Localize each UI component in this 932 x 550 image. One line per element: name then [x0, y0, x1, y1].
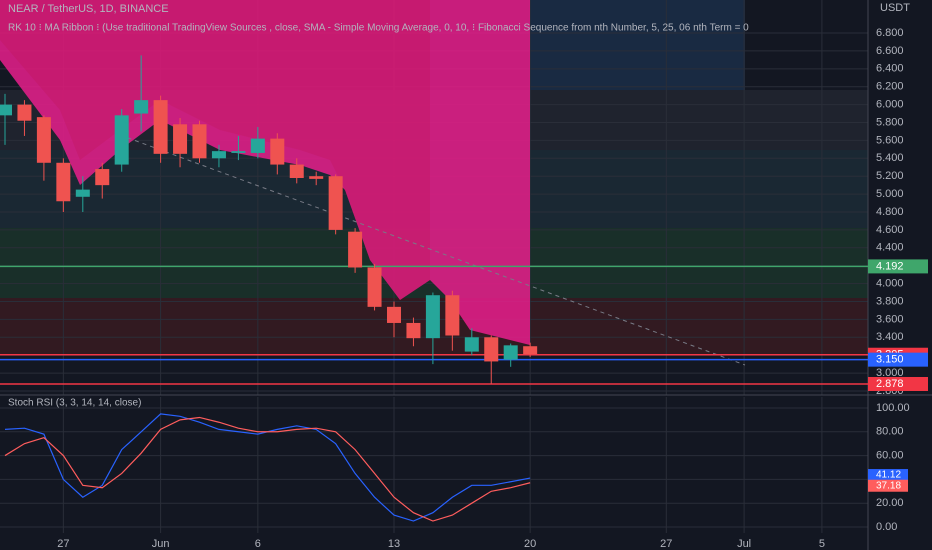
y-axis-unit: USDT [880, 2, 910, 14]
candle-body [95, 169, 110, 186]
y-tick-label: 5.200 [876, 170, 904, 182]
candle-body [17, 104, 32, 121]
y-tick-label: 5.600 [876, 134, 904, 146]
candle-body [270, 138, 285, 165]
y-tick-label: 60.00 [876, 449, 904, 461]
y-tick-label: 4.600 [876, 224, 904, 236]
last-value-tag [868, 469, 908, 482]
price-level-tag [868, 259, 928, 274]
y-tick-label: 3.400 [876, 331, 904, 343]
candle-body [445, 295, 460, 336]
y-tick-label: 4.000 [876, 277, 904, 289]
x-tick-label: 13 [388, 538, 400, 550]
y-tick-label: 5.800 [876, 116, 904, 128]
candle-body [425, 295, 440, 339]
x-tick-label: 27 [660, 538, 672, 550]
candle-body [114, 115, 129, 165]
y-tick-label: 20.00 [876, 497, 904, 509]
candle-body [56, 162, 71, 202]
x-tick-label: 6 [255, 538, 261, 550]
trend-line [119, 134, 746, 366]
candle-body [523, 346, 538, 355]
candle-body [173, 124, 188, 154]
candle-body [464, 337, 479, 352]
price-level-label: 3.150 [876, 354, 904, 366]
candle-body [0, 104, 12, 116]
candle-body [348, 231, 363, 268]
candle-body [289, 164, 304, 178]
candle-body [387, 306, 401, 323]
y-tick-label: 6.800 [876, 27, 904, 39]
y-tick-label: 3.000 [876, 367, 904, 379]
ma-ribbon [0, 0, 530, 345]
x-tick-label: 20 [524, 538, 536, 550]
candle-body [211, 151, 226, 159]
stoch-line [4, 416, 531, 522]
price-level-label: 2.878 [876, 378, 904, 390]
y-tick-label: 6.000 [876, 99, 904, 111]
price-level-label: 4.192 [876, 260, 904, 272]
y-tick-label: 100.00 [876, 402, 910, 414]
candle-body [503, 345, 518, 360]
y-tick-label: 80.00 [876, 426, 904, 438]
y-tick-label: 4.400 [876, 242, 904, 254]
candle-body [406, 322, 421, 339]
candle-body [484, 337, 499, 362]
y-tick-label: 5.400 [876, 152, 904, 164]
last-value-label: 41.12 [876, 470, 901, 481]
price-level-tag [868, 376, 928, 391]
candle-body [328, 176, 343, 230]
y-tick-label: 0.00 [876, 521, 897, 533]
x-tick-label: 27 [57, 538, 69, 550]
candle-body [134, 100, 149, 114]
indicator-label: RK 10 ⁝ MA Ribbon ⁝ (Use traditional Tra… [8, 23, 749, 34]
ma-ribbon-inner [0, 0, 430, 300]
x-tick-label: Jun [152, 538, 170, 550]
chart-title: NEAR / TetherUS, 1D, BINANCE [8, 3, 169, 15]
candle-body [36, 117, 51, 163]
y-tick-label: 6.200 [876, 81, 904, 93]
candle-body [192, 124, 207, 159]
candle-body [231, 151, 246, 153]
x-tick-label: 5 [819, 538, 825, 550]
y-tick-label: 4.800 [876, 206, 904, 218]
candle-body [367, 267, 382, 307]
y-tick-label: 5.000 [876, 188, 904, 200]
last-value-tag [868, 479, 908, 492]
stoch-title: Stoch RSI (3, 3, 14, 14, close) [8, 398, 141, 409]
candle-body [75, 189, 90, 197]
y-tick-label: 6.600 [876, 45, 904, 57]
band [530, 0, 745, 90]
last-value-label: 37.18 [876, 480, 901, 491]
price-level-tag [868, 352, 928, 367]
y-tick-label: 6.400 [876, 63, 904, 75]
candle-body [250, 138, 265, 153]
candle-body [153, 100, 168, 154]
candle-body [309, 176, 324, 179]
x-tick-label: Jul [737, 538, 751, 550]
y-tick-label: 3.600 [876, 313, 904, 325]
y-tick-label: 3.800 [876, 295, 904, 307]
